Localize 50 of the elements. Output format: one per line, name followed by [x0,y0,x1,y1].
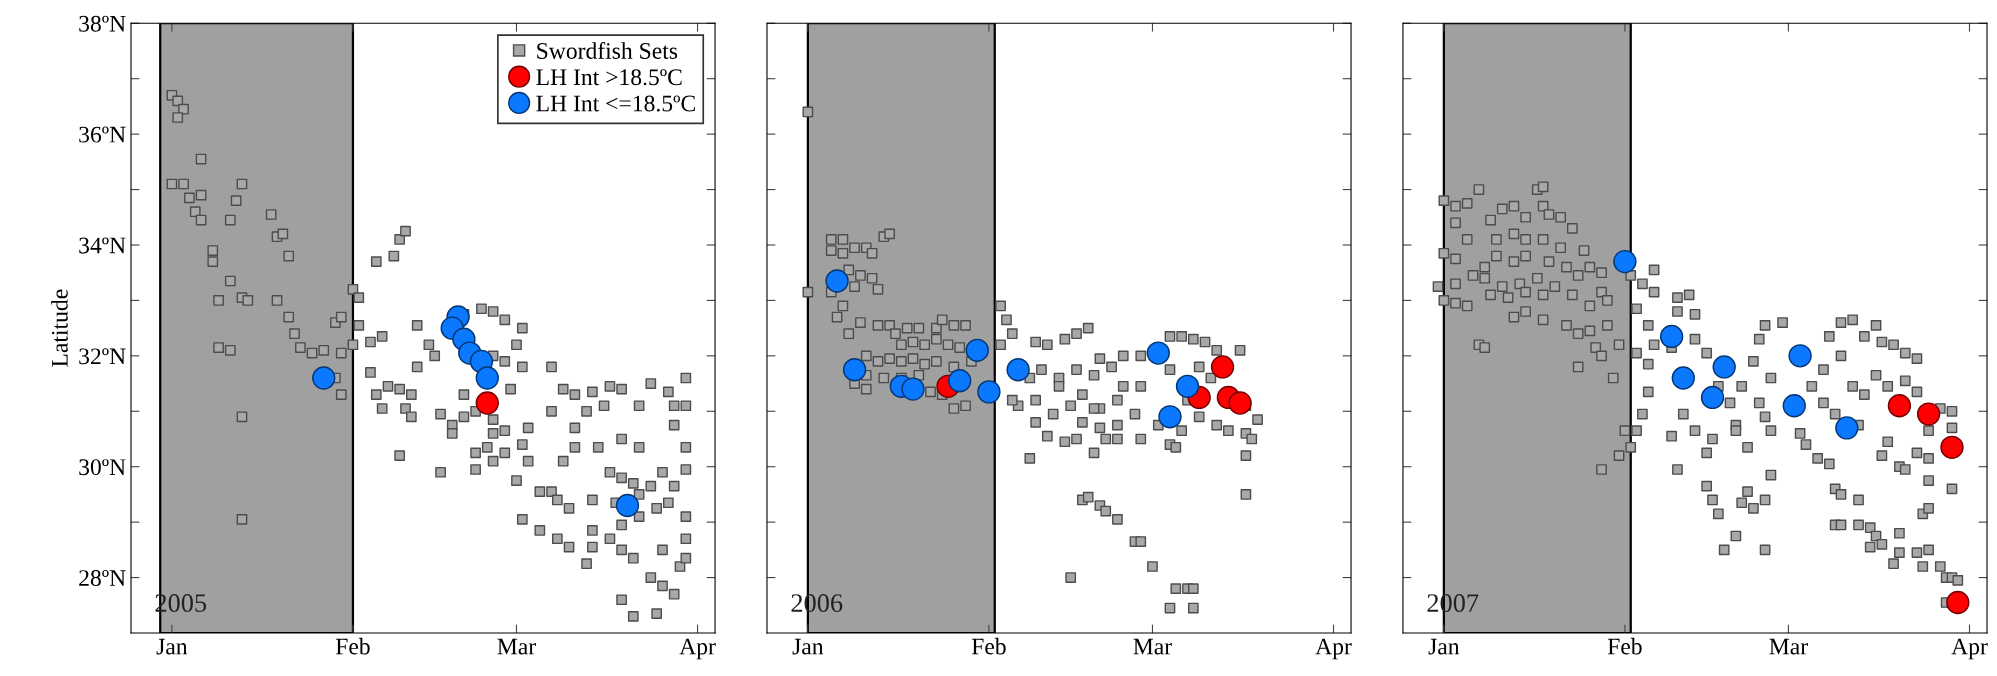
x-tick-label: Feb [971,637,1006,655]
point [312,366,336,390]
point [1228,391,1252,415]
x-tick-label: Jan [792,638,824,655]
y-tick-label: 36ºN [79,126,126,143]
x-tick-label: Mar [1133,638,1172,655]
point [1146,341,1170,365]
point [1916,402,1941,426]
y-tick-label: 32ºN [79,348,126,365]
legend-label: LH Int >18.5ºC [536,69,682,86]
point [1887,394,1912,418]
point [1671,366,1695,390]
x-tick-label: Mar [1769,638,1808,655]
point [1712,355,1736,379]
legend-label: LH Int <=18.5ºC [536,95,695,112]
point [1940,435,1964,459]
point [901,377,925,401]
x-tick-label: Mar [497,638,536,655]
legend-label: Swordfish Sets [537,42,678,59]
point [1659,324,1684,349]
x-tick-label: Feb [1607,637,1642,655]
point [842,358,867,382]
x-tick-label: Jan [1428,638,1460,655]
point [475,391,499,415]
x-tick-label: Jan [156,638,188,655]
y-axis-title: Latitude [51,289,68,367]
point [1210,355,1235,379]
x-tick-label: Apr [1315,638,1352,660]
y-tick-label: 34ºN [79,237,126,254]
point [1835,416,1859,440]
point [1788,344,1812,368]
x-tick-label: Apr [1951,638,1988,660]
x-tick-label: Feb [335,637,370,655]
point [1946,590,1970,615]
point [977,380,1001,404]
point [615,493,640,518]
point [825,269,849,293]
point [1613,249,1637,274]
y-tick-label: 28ºN [79,570,126,586]
point [475,366,499,390]
point [1175,374,1200,399]
point [1700,385,1725,410]
y-tick-label: 30ºN [79,459,126,476]
point [1006,358,1030,382]
x-tick-label: Apr [679,638,716,660]
point [1782,394,1806,418]
point [965,338,989,362]
y-tick-label: 38ºN [79,15,126,32]
point [1158,405,1182,429]
point [948,369,972,393]
